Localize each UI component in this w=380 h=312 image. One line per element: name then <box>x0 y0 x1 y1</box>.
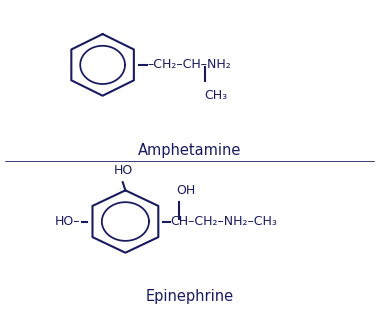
Text: OH: OH <box>176 183 195 197</box>
Text: HO–: HO– <box>54 215 80 228</box>
Text: CH₃: CH₃ <box>204 89 228 102</box>
Text: Amphetamine: Amphetamine <box>138 144 242 158</box>
Text: CH–CH₂–NH₂–CH₃: CH–CH₂–NH₂–CH₃ <box>170 215 277 228</box>
Text: Epinephrine: Epinephrine <box>146 289 234 304</box>
Text: –CH₂–CH–NH₂: –CH₂–CH–NH₂ <box>147 58 231 71</box>
Text: HO: HO <box>114 163 133 177</box>
